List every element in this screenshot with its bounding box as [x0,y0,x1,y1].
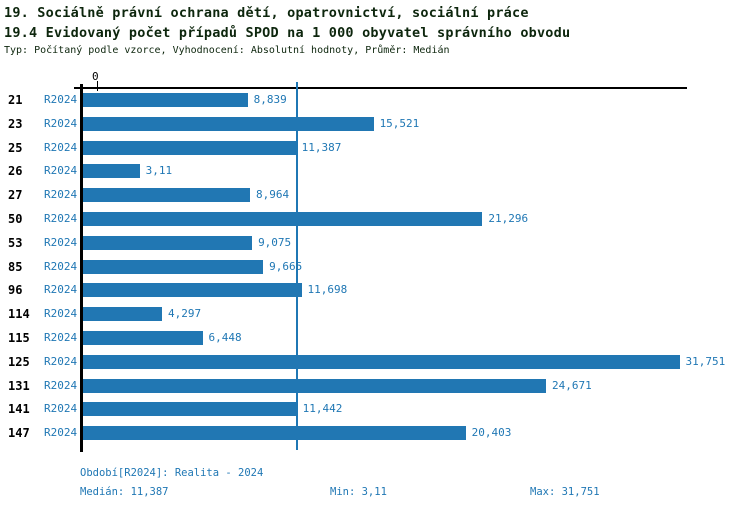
value-label: 8,964 [255,188,290,202]
footer-period-legend: Období[R2024]: Realita - 2024 [80,467,264,479]
bar [83,235,253,250]
category-label: 114 [8,307,30,322]
chart-row: 25 R2024 11,387 [0,140,750,155]
bar [83,116,374,131]
bar [83,140,296,155]
category-label: 131 [8,378,30,393]
series-period-label: R2024 [44,402,78,416]
series-period-label: R2024 [44,235,78,249]
value-label: 3,11 [145,164,173,178]
category-label: 141 [8,402,30,417]
bar [83,354,680,369]
footer-min-stat: Min: 3,11 [330,486,387,498]
bar [83,212,483,226]
value-label: 9,665 [269,259,303,273]
chart-row: 125 R2024 31,751 [0,354,750,369]
category-label: 25 [8,140,23,155]
footer-median-stat: Medián: 11,387 [80,486,169,498]
value-label: 24,671 [552,378,592,392]
bar [83,283,302,298]
chart-row: 147 R2024 20,403 [0,426,750,441]
y-axis-line [80,84,83,452]
category-label: 50 [8,212,23,226]
chart-row: 53 R2024 9,075 [0,235,750,250]
category-label: 125 [8,354,30,369]
category-label: 21 [8,93,23,107]
value-label: 20,403 [471,426,512,440]
x-axis-zero-tick [97,81,98,91]
value-label: 9,075 [258,235,292,249]
category-label: 115 [8,331,30,345]
value-label: 21,296 [488,212,529,225]
x-axis-zero-label: 0 [92,70,99,83]
category-label: 26 [8,164,23,179]
value-label: 11,442 [302,402,343,416]
category-label: 53 [8,235,23,250]
footer-max-stat: Max: 31,751 [530,486,600,498]
series-period-label: R2024 [44,164,78,178]
chart-row: 27 R2024 8,964 [0,188,750,203]
series-period-label: R2024 [44,140,78,154]
chart-row: 141 R2024 11,442 [0,402,750,417]
x-axis-line [74,87,687,89]
series-period-label: R2024 [44,331,78,344]
value-label: 15,521 [379,116,420,130]
chart-row: 114 R2024 4,297 [0,307,750,322]
median-line [295,82,298,450]
value-label: 11,387 [301,140,342,154]
category-label: 96 [8,283,23,298]
chart-row: 85 R2024 9,665 [0,259,750,274]
series-period-label: R2024 [44,93,78,106]
report-subtitle: 19.4 Evidovaný počet případů SPOD na 1 0… [4,25,571,41]
chart-row: 115 R2024 6,448 [0,331,750,345]
series-period-label: R2024 [44,378,78,392]
category-label: 147 [8,426,30,441]
report-meta-line: Typ: Počítaný podle vzorce, Vyhodnocení:… [4,45,450,56]
report-title: 19. Sociálně právní ochrana dětí, opatro… [4,5,529,21]
series-period-label: R2024 [44,116,78,130]
value-label: 31,751 [685,354,726,368]
chart-row: 131 R2024 24,671 [0,378,750,393]
series-period-label: R2024 [44,307,78,321]
bar [83,307,162,322]
category-label: 27 [8,188,23,203]
value-label: 6,448 [208,331,242,344]
bar [83,93,248,107]
chart-row: 50 R2024 21,296 [0,212,750,226]
chart-row: 96 R2024 11,698 [0,283,750,298]
category-label: 23 [8,116,23,131]
bar [83,188,250,203]
value-label: 8,839 [253,93,287,106]
bar [83,259,264,274]
category-label: 85 [8,259,23,274]
series-period-label: R2024 [44,259,78,273]
value-label: 11,698 [307,283,348,297]
bar [83,378,547,393]
chart-row: 23 R2024 15,521 [0,116,750,131]
series-period-label: R2024 [44,188,78,202]
chart-row: 26 R2024 3,11 [0,164,750,179]
bar [83,402,297,417]
value-label: 4,297 [167,307,202,321]
series-period-label: R2024 [44,354,78,368]
series-period-label: R2024 [44,283,78,297]
bar [83,164,140,179]
bar [83,426,466,441]
chart-row: 21 R2024 8,839 [0,93,750,107]
bar [83,331,203,345]
series-period-label: R2024 [44,212,78,225]
series-period-label: R2024 [44,426,78,440]
